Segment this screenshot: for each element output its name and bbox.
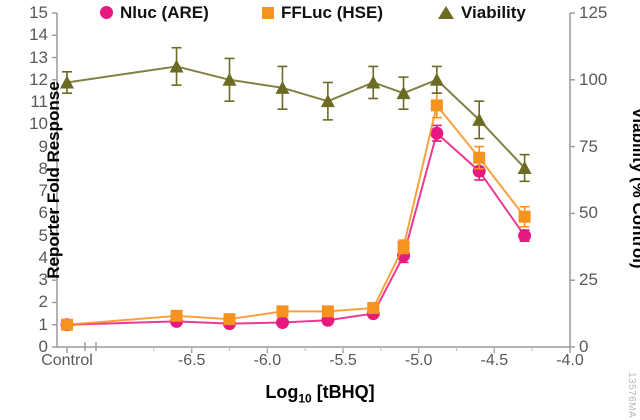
- y2-tick-label: 75: [579, 136, 598, 156]
- x-tick-label: -6.5: [177, 352, 206, 369]
- triangle-marker-icon: [396, 86, 411, 100]
- y2-tick-label: 100: [579, 69, 608, 89]
- triangle-marker-icon: [60, 75, 74, 89]
- x-axis-title-text: Log10 [tBHQ]: [265, 382, 375, 406]
- triangle-marker-icon: [222, 72, 237, 86]
- triangle-marker-icon: [438, 6, 454, 19]
- square-marker-icon: [518, 210, 531, 223]
- series-triangle: [60, 46, 532, 183]
- triangle-marker-icon: [517, 160, 532, 174]
- circle-marker-icon: [275, 316, 289, 330]
- x-tick-label: Control: [41, 352, 93, 369]
- y-tick-label: 12: [29, 69, 48, 89]
- y2-tick-label: 125: [579, 3, 608, 22]
- legend-item-nluc: Nluc (ARE): [100, 4, 209, 21]
- y-tick-label: 6: [38, 203, 48, 223]
- series-square: [61, 92, 531, 331]
- y-tick-label: 13: [29, 47, 48, 67]
- legend-item-viability: Viability: [438, 4, 526, 21]
- y2-tick-label: 25: [579, 270, 598, 290]
- triangle-marker-icon: [472, 112, 487, 126]
- circle-marker-icon: [472, 164, 486, 178]
- triangle-marker-icon: [169, 59, 184, 73]
- y-tick-label: 5: [38, 225, 48, 245]
- circle-marker-icon: [100, 6, 113, 19]
- y-tick-label: 2: [38, 292, 48, 312]
- y-tick-label: 9: [38, 136, 48, 156]
- y-tick-label: 11: [30, 92, 48, 112]
- legend-item-ffluc: FFLuc (HSE): [262, 4, 383, 21]
- square-marker-icon: [262, 6, 274, 19]
- x-tick-label: -6.0: [253, 352, 282, 369]
- y-tick-label: 4: [38, 247, 48, 267]
- square-marker-icon: [61, 318, 73, 331]
- triangle-marker-icon: [366, 75, 381, 89]
- x-tick-label: -5.5: [329, 352, 357, 369]
- triangle-marker-icon: [429, 72, 444, 86]
- circle-marker-icon: [430, 126, 444, 140]
- y-tick-label: 10: [29, 114, 48, 134]
- legend-label-ffluc: FFLuc (HSE): [281, 3, 383, 22]
- y-tick-label: 7: [38, 181, 48, 201]
- legend-label-viability: Viability: [461, 3, 526, 22]
- legend-label-nluc: Nluc (ARE): [120, 3, 209, 22]
- x-tick-label: -5.0: [404, 352, 433, 369]
- triangle-marker-icon: [320, 94, 335, 108]
- square-marker-icon: [223, 313, 236, 326]
- y-tick-label: 15: [29, 3, 48, 22]
- square-marker-icon: [321, 305, 334, 318]
- square-marker-icon: [367, 302, 380, 315]
- square-marker-icon: [473, 151, 486, 164]
- y-tick-label: 3: [38, 270, 48, 290]
- series-circle: [60, 124, 532, 332]
- y-tick-label: 0: [38, 337, 48, 356]
- chart-legend: Nluc (ARE) FFLuc (HSE) Viability: [0, 0, 640, 30]
- y-axis-right-title: Viability (% Control): [629, 107, 640, 269]
- x-tick-label: -4.0: [556, 352, 584, 369]
- y2-tick-label: 50: [579, 203, 598, 223]
- y-tick-label: 14: [29, 25, 48, 45]
- y-tick-label: 1: [38, 314, 48, 334]
- x-tick-label: -4.5: [480, 352, 509, 369]
- circle-marker-icon: [518, 229, 532, 243]
- square-marker-icon: [276, 305, 289, 318]
- triangle-marker-icon: [275, 80, 290, 94]
- watermark-label: 13576MA: [626, 371, 637, 418]
- y-axis-left-title: Reporter Fold Response: [44, 81, 63, 279]
- square-marker-icon: [430, 99, 443, 112]
- x-axis-title: Log10 [tBHQ]: [0, 382, 640, 406]
- square-marker-icon: [397, 240, 410, 253]
- square-marker-icon: [170, 309, 183, 322]
- y-tick-label: 8: [38, 158, 48, 178]
- y2-tick-label: 0: [579, 337, 589, 356]
